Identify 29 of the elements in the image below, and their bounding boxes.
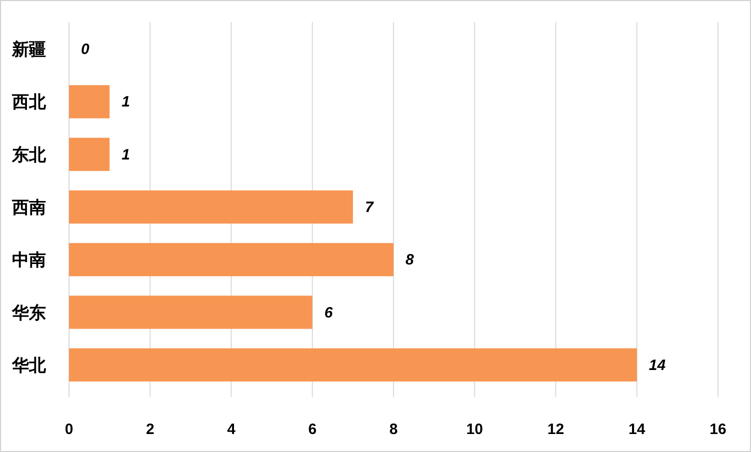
x-tick-label: 14: [628, 421, 646, 438]
bar: [69, 85, 110, 118]
x-tick-label: 8: [389, 421, 398, 438]
x-tick-label: 12: [547, 421, 564, 438]
y-tick-label: 东北: [11, 145, 47, 166]
data-label: 1: [122, 94, 130, 111]
y-tick-label: 华北: [11, 356, 47, 376]
y-tick-label: 新疆: [11, 40, 46, 60]
x-tick-label: 16: [710, 421, 726, 438]
bar: [69, 243, 394, 276]
x-tick-label: 0: [64, 421, 74, 438]
y-tick-label: 西北: [11, 92, 47, 113]
data-label: 1: [122, 146, 130, 164]
x-tick-label: 6: [308, 421, 317, 438]
data-label: 6: [324, 304, 334, 322]
bar: [69, 348, 637, 382]
y-tick-label: 西南: [11, 198, 46, 218]
data-label: 8: [406, 252, 414, 269]
bar: [69, 296, 312, 329]
x-tick-label: 10: [466, 421, 483, 438]
data-label: 7: [364, 199, 374, 216]
data-label: 14: [648, 356, 666, 374]
bar: [69, 138, 110, 171]
data-label: 0: [81, 41, 90, 58]
bar: [69, 190, 353, 224]
x-tick-label: 2: [146, 421, 154, 438]
x-tick-label: 4: [227, 421, 236, 438]
y-tick-label: 中南: [12, 250, 46, 271]
y-tick-label: 华东: [11, 303, 46, 324]
